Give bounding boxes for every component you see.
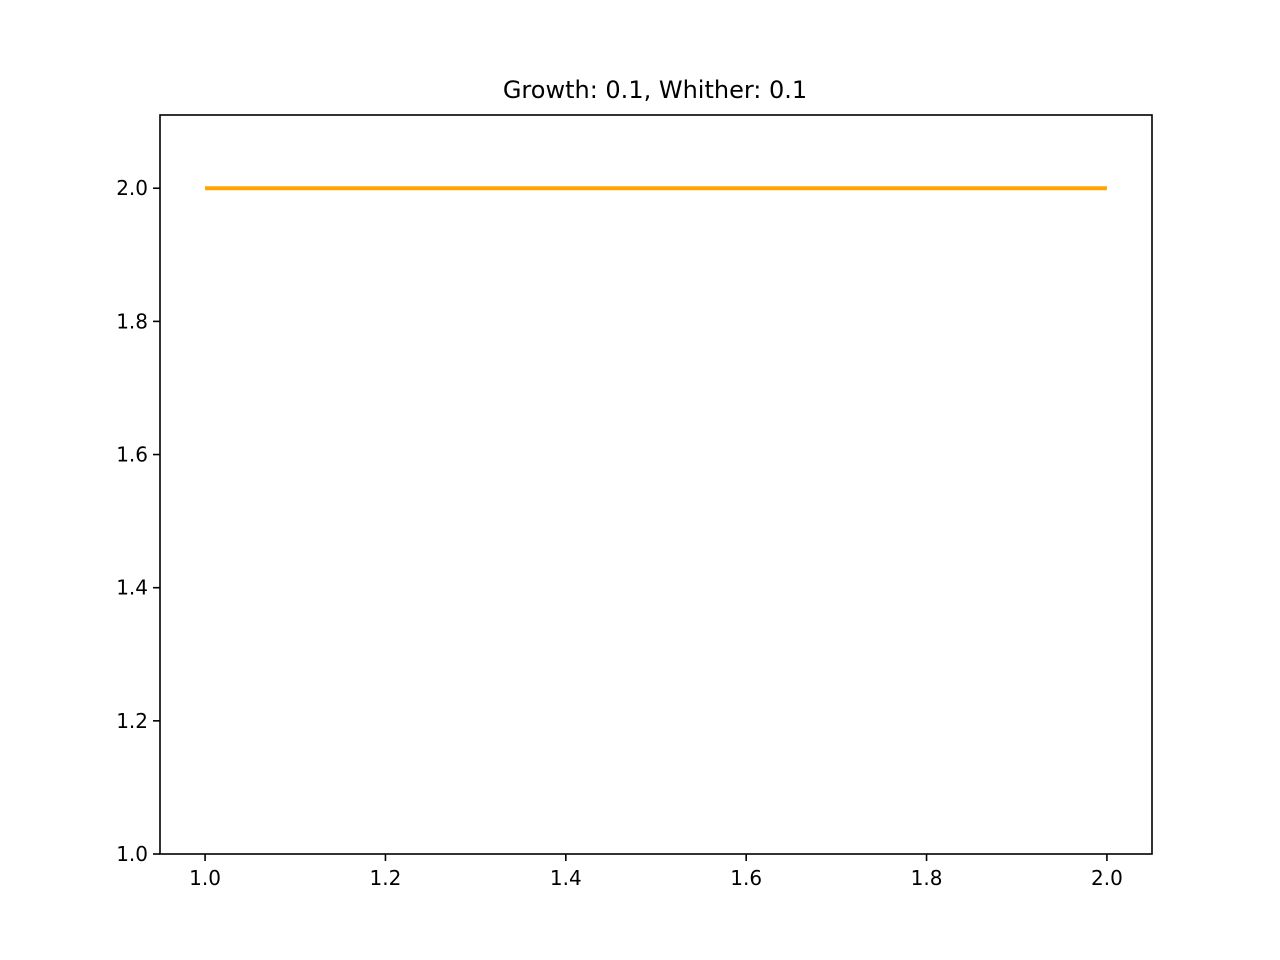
x-tick-label: 2.0 — [1091, 866, 1123, 890]
y-axis: 1.0 1.2 1.4 1.6 1.8 2.0 — [116, 176, 160, 866]
x-tick-label: 1.0 — [189, 866, 221, 890]
x-tick-label: 1.8 — [911, 866, 943, 890]
y-tick-label: 1.8 — [116, 309, 148, 333]
y-tick-label: 1.0 — [116, 842, 148, 866]
y-tick-label: 2.0 — [116, 176, 148, 200]
x-tick-label: 1.4 — [550, 866, 582, 890]
x-axis: 1.0 1.2 1.4 1.6 1.8 2.0 — [189, 854, 1123, 890]
chart-title: Growth: 0.1, Whither: 0.1 — [503, 76, 807, 104]
y-tick-label: 1.2 — [116, 709, 148, 733]
y-tick-label: 1.4 — [116, 576, 148, 600]
axes-frame — [159, 114, 1153, 855]
x-tick-label: 1.6 — [730, 866, 762, 890]
y-tick-label: 1.6 — [116, 443, 148, 467]
x-tick-label: 1.2 — [370, 866, 402, 890]
